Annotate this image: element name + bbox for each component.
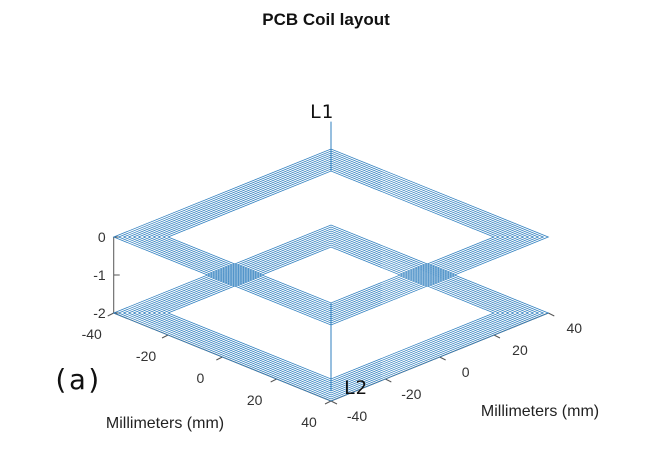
y-tick-mark (330, 400, 338, 405)
z-tick-label: 0 (98, 229, 106, 245)
y-tick-label: -20 (401, 386, 421, 402)
coil-turn (157, 166, 505, 308)
coil-turn (137, 158, 525, 316)
coil-turn (132, 232, 530, 394)
coil-turn (162, 244, 500, 382)
coil-turn (157, 242, 505, 384)
x-tick-label: 20 (247, 392, 263, 408)
y-tick-label: -40 (347, 408, 367, 424)
coil-turn (142, 236, 520, 390)
x-tick-label: 40 (301, 414, 317, 430)
y-axis-label: Millimeters (mm) (481, 403, 599, 420)
axis-text: -40 -20 0 20 40 -40 -20 0 20 40 -2 -1 0 Millimeters (… (52, 101, 599, 432)
coil-turn (162, 168, 500, 306)
y-tick-label: 20 (512, 342, 528, 358)
coil-turn (127, 230, 535, 396)
coil-L1 (112, 148, 550, 326)
coil-label-L2: L2 (344, 377, 367, 399)
chart-title: PCB Coil layout (262, 10, 390, 29)
x-tick-mark (270, 378, 277, 383)
y-tick-mark (385, 378, 392, 383)
z-tick-label: -2 (93, 305, 106, 321)
coil-L2 (112, 224, 550, 402)
x-tick-label: -20 (136, 348, 156, 364)
coil-label-L1: L1 (310, 101, 333, 123)
coil-turn (127, 154, 535, 320)
coil-turn (117, 150, 545, 324)
x-tick-mark (216, 356, 223, 361)
coil-turn (152, 164, 510, 310)
x-tick-label: 0 (196, 370, 204, 386)
coil-turn (122, 152, 540, 322)
coil-turn (147, 162, 515, 312)
y-tick-label: 0 (462, 364, 470, 380)
y-tick-label: 40 (566, 320, 582, 336)
coil-turn (132, 156, 530, 318)
coil-traces (112, 121, 550, 402)
coil-turn (152, 240, 510, 386)
x-tick-mark (161, 334, 169, 339)
x-tick-mark (107, 312, 114, 317)
coil-turn (142, 160, 520, 314)
z-tick-label: -1 (93, 267, 106, 283)
coil-turn (147, 238, 515, 388)
coil-turn (166, 170, 496, 304)
y-tick-mark (439, 356, 446, 361)
x-tick-mark (324, 400, 332, 405)
coil-turn (112, 148, 550, 326)
x-tick-label: -40 (82, 326, 102, 342)
coil-turn (122, 228, 540, 398)
panel-label: (a) (52, 363, 103, 396)
y-tick-mark (493, 334, 501, 339)
y-tick-mark (548, 312, 555, 317)
coil-turn (166, 246, 496, 380)
coil-turn (117, 226, 545, 400)
x-axis-label: Millimeters (mm) (106, 415, 224, 432)
coil-turn (137, 234, 525, 392)
coil-turn (112, 224, 550, 402)
